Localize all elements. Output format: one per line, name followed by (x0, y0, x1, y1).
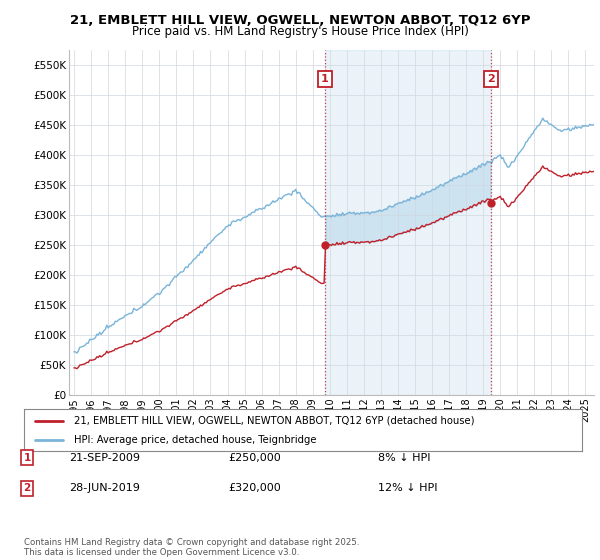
Text: 21-SEP-2009: 21-SEP-2009 (69, 452, 140, 463)
Text: 21, EMBLETT HILL VIEW, OGWELL, NEWTON ABBOT, TQ12 6YP (detached house): 21, EMBLETT HILL VIEW, OGWELL, NEWTON AB… (74, 416, 475, 426)
Text: 2: 2 (488, 74, 495, 84)
Text: 1: 1 (321, 74, 329, 84)
Bar (325, 50, 491, 395)
Text: 12% ↓ HPI: 12% ↓ HPI (378, 483, 437, 493)
Text: 28-JUN-2019: 28-JUN-2019 (69, 483, 140, 493)
Text: 8% ↓ HPI: 8% ↓ HPI (378, 452, 431, 463)
Text: £320,000: £320,000 (228, 483, 281, 493)
Text: £250,000: £250,000 (228, 452, 281, 463)
Text: 1: 1 (23, 452, 31, 463)
Text: HPI: Average price, detached house, Teignbridge: HPI: Average price, detached house, Teig… (74, 435, 317, 445)
Text: Contains HM Land Registry data © Crown copyright and database right 2025.
This d: Contains HM Land Registry data © Crown c… (24, 538, 359, 557)
Text: 21, EMBLETT HILL VIEW, OGWELL, NEWTON ABBOT, TQ12 6YP: 21, EMBLETT HILL VIEW, OGWELL, NEWTON AB… (70, 14, 530, 27)
Text: Price paid vs. HM Land Registry's House Price Index (HPI): Price paid vs. HM Land Registry's House … (131, 25, 469, 38)
Text: 2: 2 (23, 483, 31, 493)
